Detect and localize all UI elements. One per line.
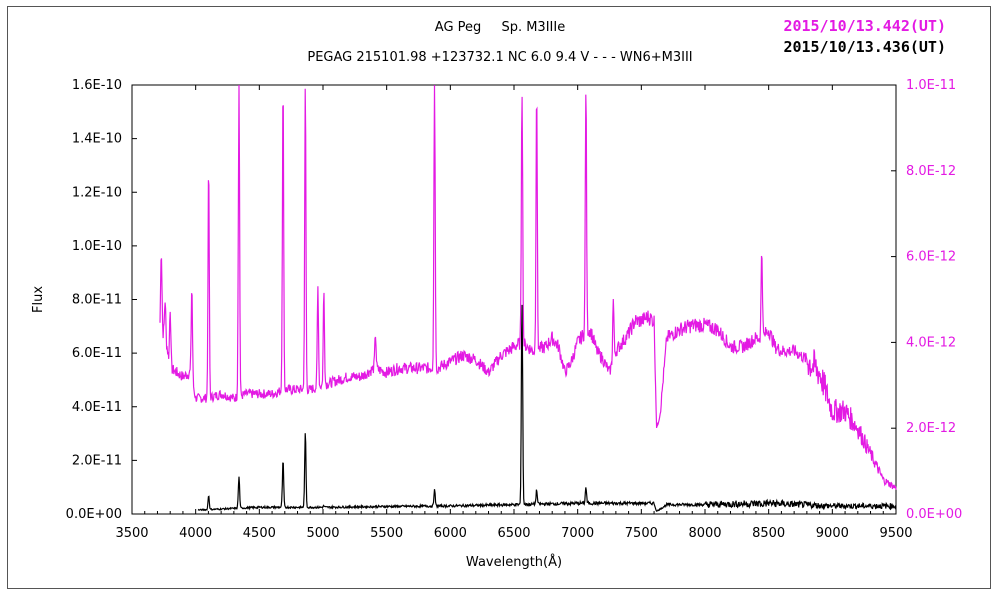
y-right-tick-label: 0.0E+00 [906, 507, 962, 522]
chart-title: AG Peg Sp. M3IIIe [0, 20, 1000, 35]
y-left-tick-label: 1.6E-10 [72, 78, 122, 93]
x-tick-label: 5500 [370, 526, 403, 541]
y-right-tick-label: 8.0E-12 [906, 164, 956, 179]
y-right-tick-label: 6.0E-12 [906, 250, 956, 265]
object-name: AG Peg [434, 20, 482, 35]
x-tick-label: 9000 [816, 526, 849, 541]
y-left-tick-label: 1.4E-10 [72, 132, 122, 147]
series-layer [159, 84, 897, 512]
y-axis-label: Flux [31, 286, 46, 313]
y-right-tick-label: 4.0E-12 [906, 335, 956, 350]
plot-border [131, 84, 897, 515]
y-left-tick-label: 2.0E-11 [72, 453, 122, 468]
x-tick-label: 7000 [561, 526, 594, 541]
observation-date-black: 2015/10/13.436(UT) [783, 38, 946, 56]
x-tick-label: 4500 [243, 526, 276, 541]
x-axis-label: Wavelength(Å) [466, 554, 562, 570]
axes-layer [131, 84, 897, 515]
y-left-tick-label: 4.0E-11 [72, 400, 122, 415]
x-tick-label: 4000 [179, 526, 212, 541]
y-left-tick-label: 8.0E-11 [72, 293, 122, 308]
chart-frame [7, 6, 991, 589]
y-right-tick-label: 1.0E-11 [906, 78, 956, 93]
x-tick-label: 9500 [879, 526, 912, 541]
x-tick-label: 7500 [625, 526, 658, 541]
x-tick-label: 8500 [752, 526, 785, 541]
y-left-tick-label: 1.0E-10 [72, 239, 122, 254]
y-left-tick-label: 6.0E-11 [72, 346, 122, 361]
spectral-type: Sp. M3IIIe [501, 20, 566, 35]
y-left-tick-label: 1.2E-10 [72, 185, 122, 200]
x-tick-label: 6000 [434, 526, 467, 541]
x-tick-label: 8000 [688, 526, 721, 541]
y-left-tick-label: 0.0E+00 [66, 507, 122, 522]
x-tick-label: 5000 [306, 526, 339, 541]
spectrum-series-black [197, 304, 897, 512]
catalog-line: PEGAG 215101.98 +123732.1 NC 6.0 9.4 V -… [307, 50, 693, 65]
spectrum-series-magenta [159, 84, 897, 490]
y-right-tick-label: 2.0E-12 [906, 421, 956, 436]
x-tick-label: 3500 [115, 526, 148, 541]
x-tick-label: 6500 [497, 526, 530, 541]
label-layer: 3500 4000 4500 5000 5500 6000 6500 7000 7500 8000… [31, 78, 962, 570]
observation-date-magenta: 2015/10/13.442(UT) [783, 17, 946, 35]
